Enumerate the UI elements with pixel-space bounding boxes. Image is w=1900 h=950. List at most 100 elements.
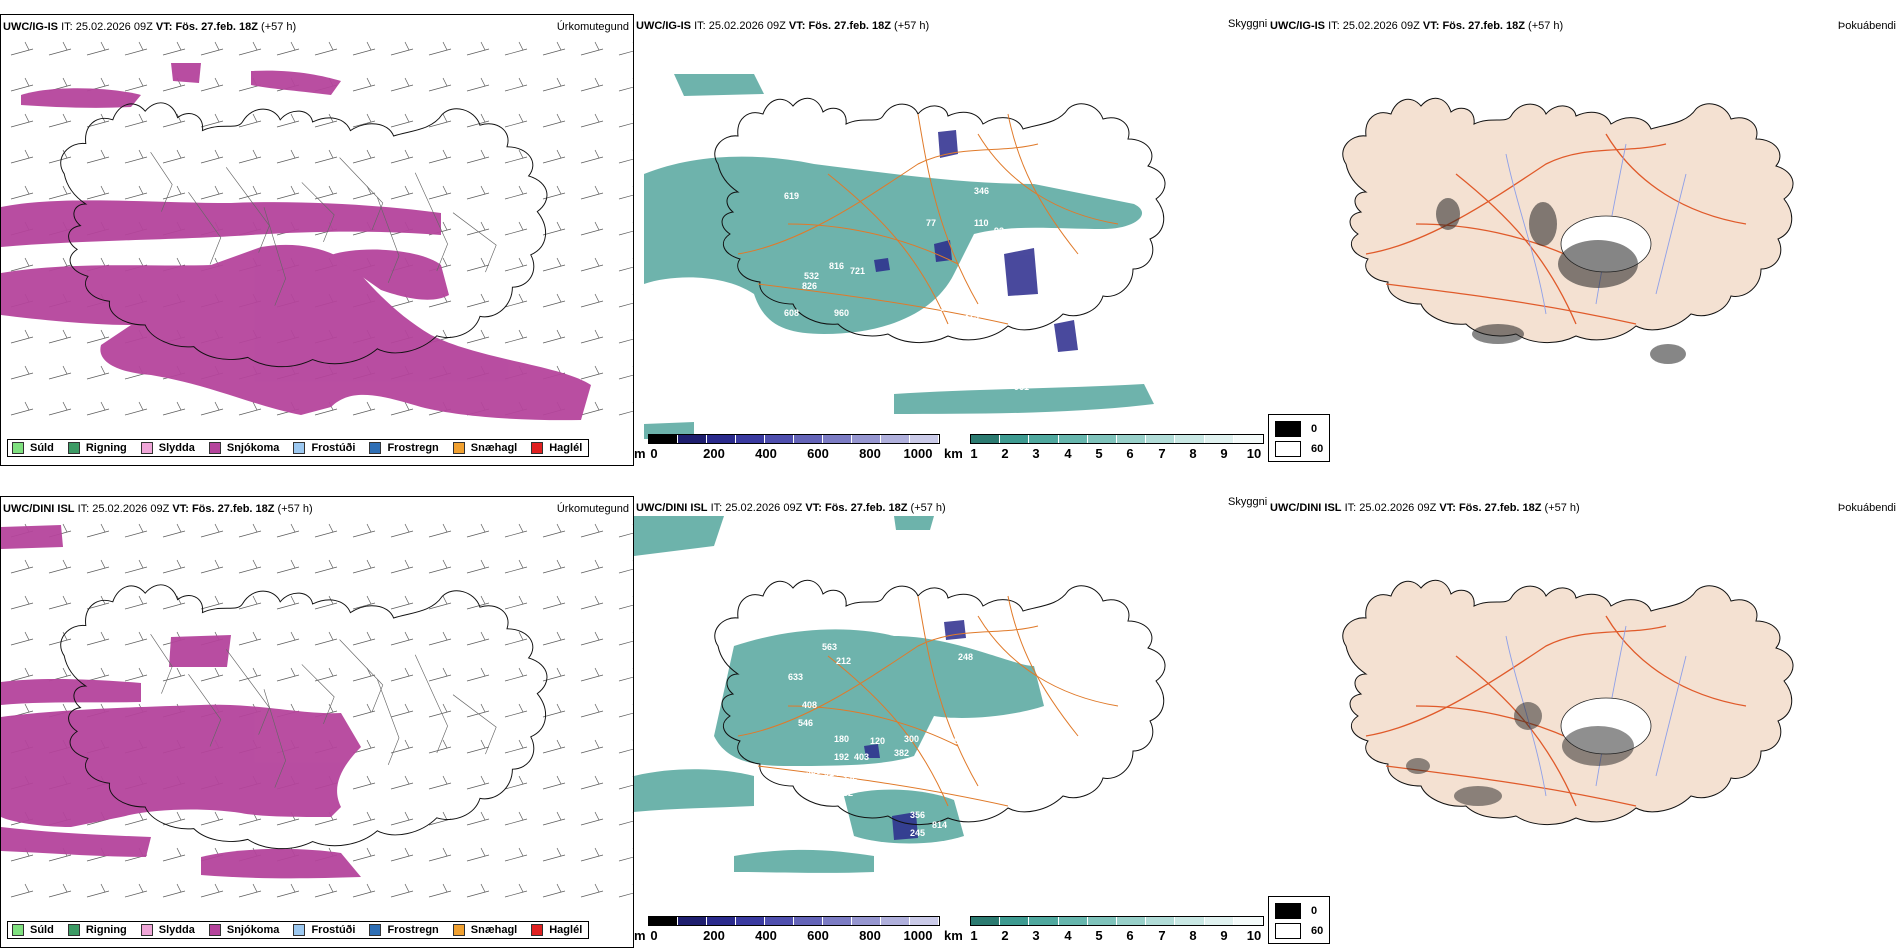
visibility-tick: 3 [1032, 446, 1040, 461]
fog-panel-top: UWC/IG-IS IT: 25.02.2026 09Z VT: Fös. 27… [1268, 14, 1900, 466]
precip-title-top: Úrkomutegund [556, 21, 629, 33]
visibility-value-label: 112 [930, 850, 945, 860]
visibility-title-bottom: Skyggni [1228, 496, 1268, 508]
legend-item: Rigning [67, 924, 127, 936]
visibility-value-label: 960 [834, 308, 849, 318]
visibility-value-label: 201 [980, 262, 995, 272]
fog-map-top [1342, 97, 1794, 364]
legend-swatch [208, 442, 221, 454]
ceiling-tick: 1000 [903, 928, 933, 943]
visibility-value-label: 94 [964, 351, 974, 361]
visibility-value-label: 608 [784, 308, 799, 318]
iceland-outline-top-mid [714, 97, 1166, 344]
visibility-value-label: 721 [850, 266, 865, 276]
visibility-value-label: 212 [836, 656, 851, 666]
snow-area [1, 63, 591, 421]
visibility-value-label: 245 [910, 828, 925, 838]
precip-title-bottom: Úrkomutegund [556, 503, 629, 515]
low-visibility-area [634, 516, 1044, 873]
precip-map-bottom [1, 523, 633, 898]
legend-swatch [140, 924, 153, 936]
legend-swatch [67, 442, 80, 454]
visibility-value-label: 239 [970, 746, 985, 756]
legend-item: Frostúði [293, 924, 355, 936]
ceiling-colorbar-bottom: m 0 200 400 600 800 1000 [634, 916, 944, 946]
iceland-land-top [1342, 97, 1794, 344]
ceiling-bar [648, 916, 940, 926]
visibility-value-label: 403 [854, 752, 869, 762]
iceland-land-bottom [1342, 579, 1794, 826]
fog-title-bottom: Þokuábendi [1837, 502, 1896, 514]
legend-swatch [293, 442, 306, 454]
legend-swatch [369, 442, 382, 454]
visibility-tick: 1 [970, 928, 978, 943]
ceiling-tick: 0 [650, 928, 658, 943]
cloud-swatch-light [1275, 923, 1301, 939]
legend-item: Snjókoma [208, 924, 279, 936]
visibility-tick: 3 [1032, 928, 1040, 943]
legend-item: Snjókoma [208, 442, 279, 454]
visibility-tick: 9 [1220, 928, 1228, 943]
visibility-value-label: 346 [974, 186, 989, 196]
legend-swatch [452, 924, 465, 936]
legend-swatch [531, 924, 544, 936]
visibility-tick: 7 [1158, 446, 1166, 461]
precip-panel-bottom: UWC/DINI ISL IT: 25.02.2026 09Z VT: Fös.… [0, 496, 634, 948]
precip-header-bottom: UWC/DINI ISL IT: 25.02.2026 09Z VT: Fös.… [3, 503, 313, 515]
visibility-value-label: 221 [860, 768, 875, 778]
ceiling-bar [648, 434, 940, 444]
visibility-tick: 4 [1064, 446, 1072, 461]
fog-header-top: UWC/IG-IS IT: 25.02.2026 09Z VT: Fös. 27… [1270, 20, 1564, 32]
visibility-value-label: 532 [804, 271, 819, 281]
legend-swatch [12, 442, 24, 454]
visibility-value-label: 914 [824, 768, 839, 778]
visibility-value-label: 93 [994, 226, 1004, 236]
precip-legend-top: Súld Rigning Slydda Snjókoma Frostúði Fr… [7, 439, 590, 457]
fog-panel-bottom: UWC/DINI ISL IT: 25.02.2026 09Z VT: Fös.… [1268, 496, 1900, 948]
cloud-legend-bottom: 0 60 [1268, 896, 1330, 944]
visibility-unit: km [944, 928, 963, 943]
visibility-title-top: Skyggni [1228, 18, 1268, 30]
legend-item: Snæhagl [452, 442, 517, 454]
visibility-value-label: 619 [784, 191, 799, 201]
visibility-value-label: 110 [974, 218, 989, 228]
visibility-tick: 10 [1246, 446, 1262, 461]
visibility-value-label: 826 [802, 281, 817, 291]
precip-legend-bottom: Súld Rigning Slydda Snjókoma Frostúði Fr… [7, 921, 590, 939]
visibility-tick: 9 [1220, 446, 1228, 461]
ceiling-unit: m [634, 928, 646, 943]
visibility-value-label: 874 [954, 736, 969, 746]
legend-item: Haglél [531, 924, 582, 936]
visibility-tick: 10 [1246, 928, 1262, 943]
legend-item: Frostúði [293, 442, 355, 454]
ceiling-tick: 400 [755, 446, 777, 461]
ceiling-unit: m [634, 446, 646, 461]
ceiling-tick: 200 [703, 928, 725, 943]
visibility-value-label: 983 [806, 766, 821, 776]
fog-header-bottom: UWC/DINI ISL IT: 25.02.2026 09Z VT: Fös.… [1270, 502, 1580, 514]
visibility-unit: km [944, 446, 963, 461]
visibility-bar [970, 434, 1264, 444]
fog-map-bottom [1342, 579, 1794, 826]
visibility-value-label: 814 [932, 820, 947, 830]
ceiling-tick: 800 [859, 446, 881, 461]
visibility-panel-bottom: UWC/DINI ISL IT: 25.02.2026 09Z VT: Fös.… [634, 496, 1268, 948]
visibility-header-top: UWC/IG-IS IT: 25.02.2026 09Z VT: Fös. 27… [636, 20, 930, 32]
legend-swatch [293, 924, 306, 936]
ceiling-tick: 400 [755, 928, 777, 943]
visibility-value-label: 192 [834, 752, 849, 762]
legend-swatch [12, 924, 24, 936]
visibility-value-label: 77 [926, 218, 936, 228]
precip-map-top [1, 41, 633, 421]
visibility-value-label: 356 [910, 810, 925, 820]
ceiling-tick: 800 [859, 928, 881, 943]
visibility-value-label: 382 [894, 748, 909, 758]
legend-swatch [140, 442, 153, 454]
visibility-tick: 4 [1064, 928, 1072, 943]
visibility-tick: 2 [1001, 928, 1009, 943]
ceiling-tick: 0 [650, 446, 658, 461]
